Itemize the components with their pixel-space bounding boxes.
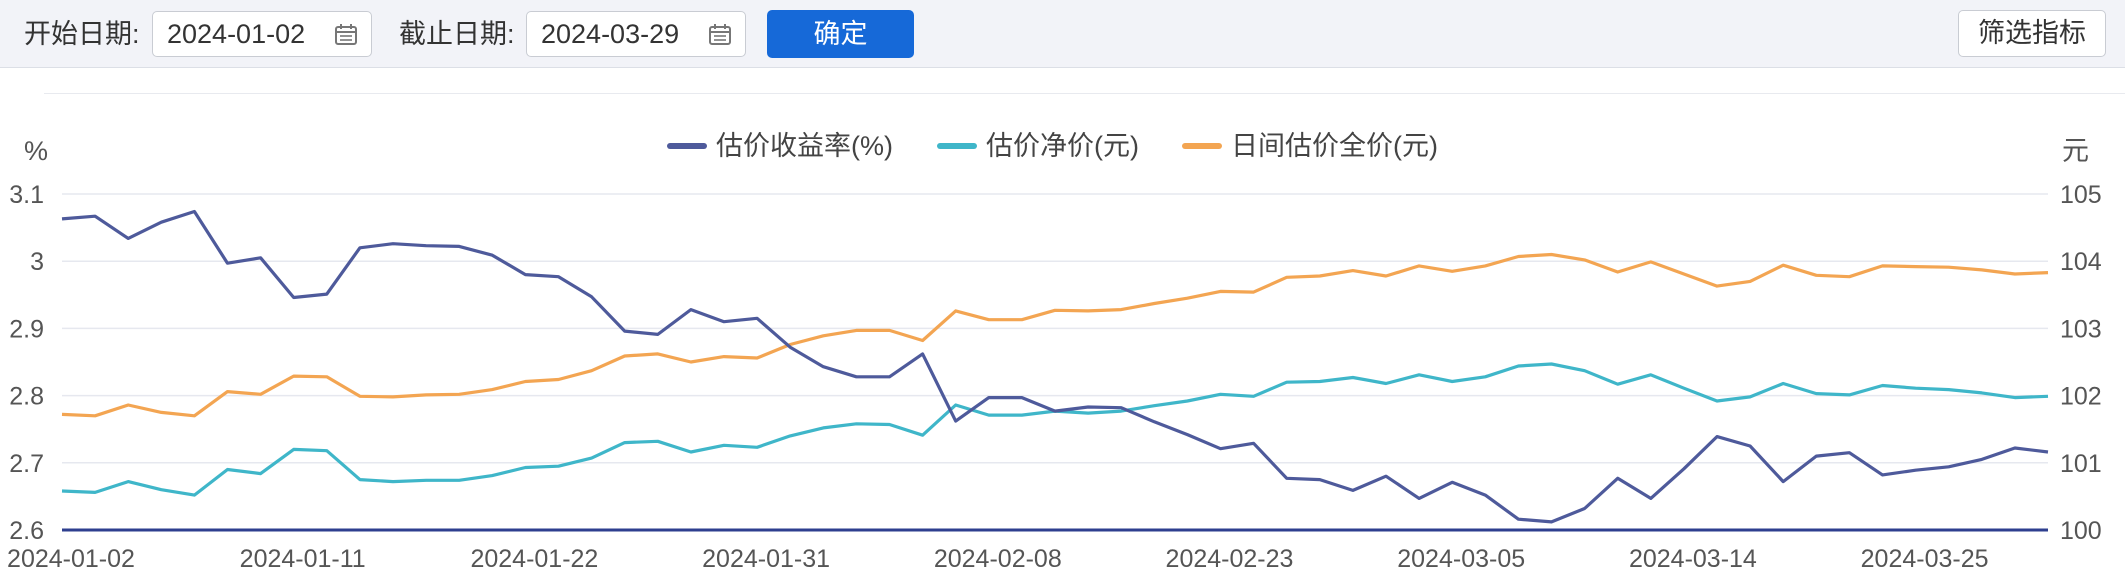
legend-item-yield: 估价收益率(%) [716,131,893,161]
left-y-tick-label: 2.9 [9,315,44,343]
right-y-axis: 105 104 103 102 101 100 [2060,181,2102,545]
end-date-value: 2024-03-29 [541,19,680,49]
right-y-tick-label: 103 [2060,315,2102,343]
left-y-tick-label: 2.8 [9,383,44,411]
confirm-button[interactable]: 确定 [767,10,914,58]
full-price-series-line [61,252,2049,418]
left-y-tick-label: 2.7 [9,450,44,478]
legend-item-net-price: 估价净价(元) [986,131,1139,161]
x-axis: 2024-01-02 2024-01-11 2024-01-22 2024-01-31… [7,545,1988,573]
toolbar: 开始日期: 2024-01-02 截止日期: 2024-03-29 确定 筛选指… [0,0,2125,68]
x-tick-label: 2024-01-11 [240,545,366,573]
left-y-axis: 3.1 3 2.9 2.8 2.7 2.6 [9,181,44,545]
x-tick-label: 2024-01-31 [702,545,830,573]
legend: 估价收益率(%) 估价净价(元) 日间估价全价(元) [667,131,1438,161]
x-tick-label: 2024-03-25 [1861,545,1989,573]
start-date-input[interactable]: 2024-01-02 [152,11,372,57]
yield-series-line [61,209,2049,524]
left-y-tick-label: 2.6 [9,517,44,545]
x-tick-label: 2024-01-02 [7,545,135,573]
right-y-tick-label: 105 [2060,181,2102,209]
series-lines [61,209,2049,524]
x-tick-label: 2024-02-23 [1166,545,1294,573]
end-date-label: 截止日期: [399,19,515,49]
calendar-icon[interactable] [335,24,357,45]
right-y-tick-label: 104 [2060,248,2102,276]
right-y-tick-label: 100 [2060,517,2102,545]
x-tick-label: 2024-03-14 [1629,545,1757,573]
right-y-tick-label: 101 [2060,450,2102,478]
right-y-tick-label: 102 [2060,383,2102,411]
start-date-label: 开始日期: [24,19,140,49]
filter-indicators-button[interactable]: 筛选指标 [1958,10,2106,57]
legend-item-full-price: 日间估价全价(元) [1231,131,1438,161]
left-y-tick-label: 3.1 [9,181,44,209]
x-tick-label: 2024-03-05 [1397,545,1525,573]
x-tick-label: 2024-02-08 [934,545,1062,573]
end-date-input[interactable]: 2024-03-29 [526,11,746,57]
left-axis-unit: % [24,136,48,166]
x-tick-label: 2024-01-22 [470,545,598,573]
calendar-icon[interactable] [709,24,731,45]
line-chart: 3.1 3 2.9 2.8 2.7 2.6 105 104 103 102 101 100 2024… [7,131,2102,573]
left-y-tick-label: 3 [30,248,44,276]
right-axis-unit: 元 [2062,136,2089,166]
net-price-series-line [61,362,2049,497]
start-date-value: 2024-01-02 [167,19,306,49]
divider [44,93,2125,94]
